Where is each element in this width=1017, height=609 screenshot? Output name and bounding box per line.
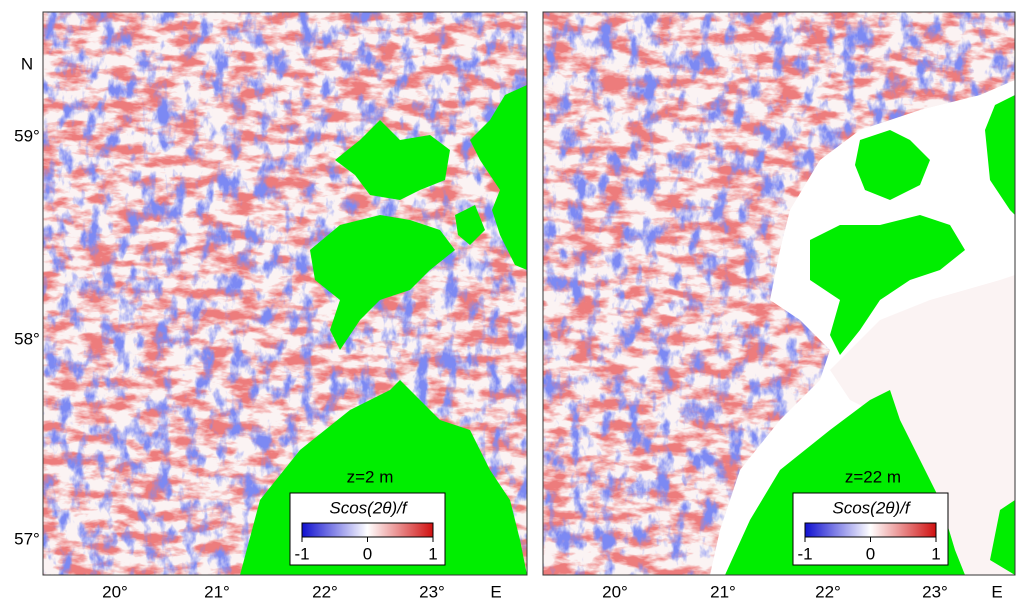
depth-label: z=2 m xyxy=(347,467,394,486)
lat-label: 58° xyxy=(14,329,40,348)
colorbar-tick-label: 1 xyxy=(931,544,940,563)
colorbar-tick-label: 1 xyxy=(428,544,437,563)
lat-label: 59° xyxy=(14,126,40,145)
lon-label: 22° xyxy=(815,582,841,601)
figure: N 59° 58° 57° 20° 21° 22° 23° Ez=2 m Scos(2θ)/f -1… xyxy=(0,0,1017,609)
colorbar-tick-label: 0 xyxy=(363,544,372,563)
lon-label: 21° xyxy=(710,582,736,601)
colorbar xyxy=(302,523,433,537)
depth-label: z=22 m xyxy=(845,467,901,486)
colorbar-title: Scos(2θ)/f xyxy=(832,498,912,517)
lon-label: 23° xyxy=(922,582,948,601)
lon-label: 20° xyxy=(602,582,628,601)
lat-label: N xyxy=(21,54,33,73)
lat-label: 57° xyxy=(14,529,40,548)
colorbar-tick-label: 0 xyxy=(866,544,875,563)
lon-label: 21° xyxy=(204,582,230,601)
colorbar-tick-label: -1 xyxy=(797,544,812,563)
colorbar xyxy=(805,523,936,537)
lon-label: E xyxy=(991,582,1002,601)
lon-label: E xyxy=(490,582,501,601)
colorbar-tick-label: -1 xyxy=(294,544,309,563)
colorbar-title: Scos(2θ)/f xyxy=(329,498,409,517)
lon-label: 22° xyxy=(312,582,338,601)
panel-field xyxy=(543,12,1015,575)
lon-label: 23° xyxy=(419,582,445,601)
lon-label: 20° xyxy=(102,582,128,601)
panel-field xyxy=(43,12,527,575)
